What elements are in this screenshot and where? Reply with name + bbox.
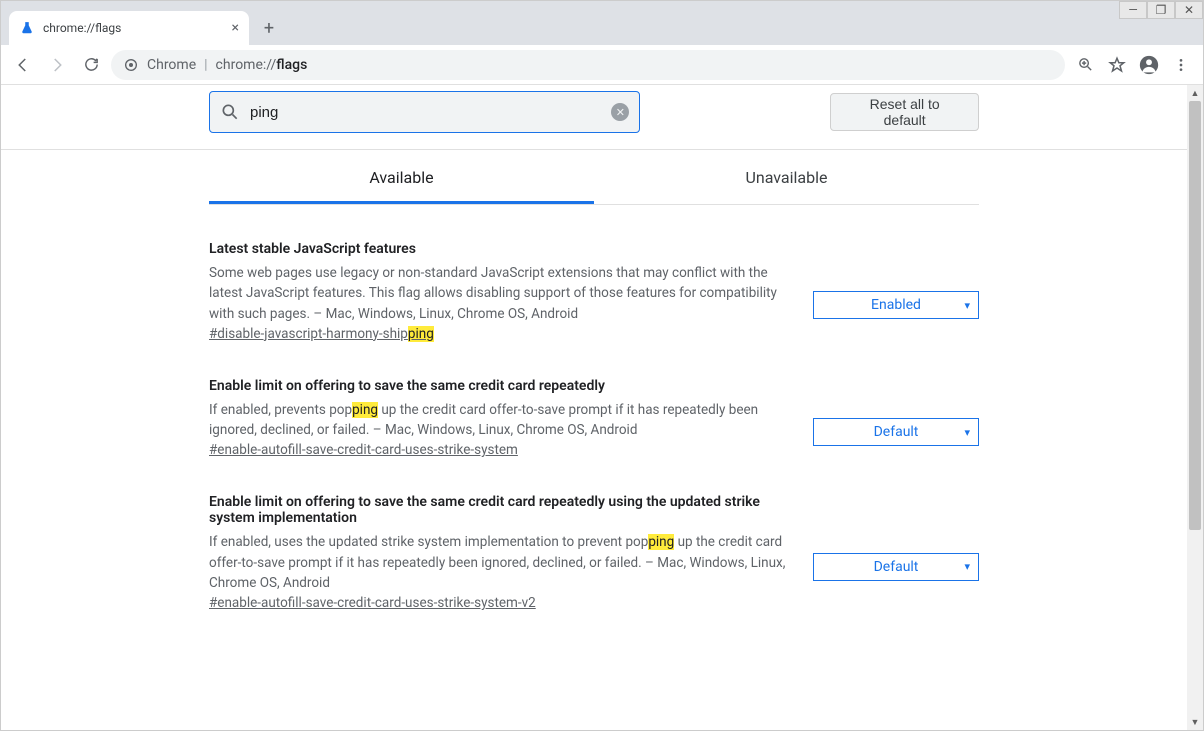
window-controls: — ❐ ✕: [1119, 1, 1203, 19]
scroll-thumb[interactable]: [1189, 101, 1201, 530]
flag-dropdown[interactable]: Default: [813, 553, 979, 581]
vertical-scrollbar[interactable]: ▲ ▼: [1187, 85, 1203, 730]
browser-tab[interactable]: chrome://flags ×: [9, 11, 249, 45]
flag-link[interactable]: #enable-autofill-save-credit-card-uses-s…: [209, 595, 536, 611]
flag-tabs: Available Unavailable: [209, 150, 979, 205]
omnibox[interactable]: Chrome | chrome://flags: [111, 50, 1065, 80]
flag-link[interactable]: #enable-autofill-save-credit-card-uses-s…: [209, 442, 518, 458]
flag-description: If enabled, prevents popping up the cred…: [209, 400, 793, 441]
bookmark-icon[interactable]: [1103, 51, 1131, 79]
scroll-track[interactable]: [1187, 101, 1203, 714]
flag-item: Enable limit on offering to save the sam…: [209, 494, 979, 611]
reload-button[interactable]: [77, 51, 105, 79]
menu-icon[interactable]: [1167, 51, 1195, 79]
omnibox-url: chrome://flags: [216, 57, 308, 73]
flask-icon: [19, 20, 35, 36]
flag-item: Latest stable JavaScript features Some w…: [209, 241, 979, 342]
flag-title: Enable limit on offering to save the sam…: [209, 378, 793, 394]
tab-available[interactable]: Available: [209, 150, 594, 204]
search-row: ✕ Reset all to default: [209, 85, 979, 149]
page-content: ✕ Reset all to default Available Unavail…: [1, 85, 1203, 730]
flag-title: Latest stable JavaScript features: [209, 241, 793, 257]
window-minimize-button[interactable]: —: [1119, 1, 1147, 19]
new-tab-button[interactable]: +: [255, 14, 283, 42]
tab-unavailable[interactable]: Unavailable: [594, 150, 979, 204]
window-close-button[interactable]: ✕: [1175, 1, 1203, 19]
flag-link[interactable]: #disable-javascript-harmony-shipping: [209, 326, 434, 342]
clear-search-icon[interactable]: ✕: [611, 103, 629, 121]
flag-title: Enable limit on offering to save the sam…: [209, 494, 793, 526]
browser-toolbar: Chrome | chrome://flags: [1, 45, 1203, 85]
tabstrip: chrome://flags × +: [1, 9, 1203, 45]
back-button[interactable]: [9, 51, 37, 79]
flag-dropdown[interactable]: Default: [813, 418, 979, 446]
scroll-up-arrow[interactable]: ▲: [1187, 85, 1203, 101]
profile-icon[interactable]: [1135, 51, 1163, 79]
reset-all-button[interactable]: Reset all to default: [830, 93, 979, 131]
omnibox-separator: |: [204, 57, 207, 73]
flag-description: If enabled, uses the updated strike syst…: [209, 532, 793, 593]
scroll-down-arrow[interactable]: ▼: [1187, 714, 1203, 730]
tab-title: chrome://flags: [43, 21, 224, 35]
flags-search-box[interactable]: ✕: [209, 91, 640, 133]
flag-dropdown[interactable]: Enabled: [813, 291, 979, 319]
flag-description: Some web pages use legacy or non-standar…: [209, 263, 793, 324]
omnibox-chrome-label: Chrome: [147, 57, 196, 73]
zoom-icon[interactable]: [1071, 51, 1099, 79]
window-maximize-button[interactable]: ❐: [1147, 1, 1175, 19]
titlebar: [1, 1, 1203, 9]
tab-close-icon[interactable]: ×: [232, 20, 239, 36]
search-icon: [220, 102, 240, 122]
flags-search-input[interactable]: [250, 104, 601, 121]
site-info-icon[interactable]: [123, 57, 139, 73]
flag-item: Enable limit on offering to save the sam…: [209, 378, 979, 459]
forward-button[interactable]: [43, 51, 71, 79]
flags-list: Latest stable JavaScript features Some w…: [209, 205, 979, 611]
